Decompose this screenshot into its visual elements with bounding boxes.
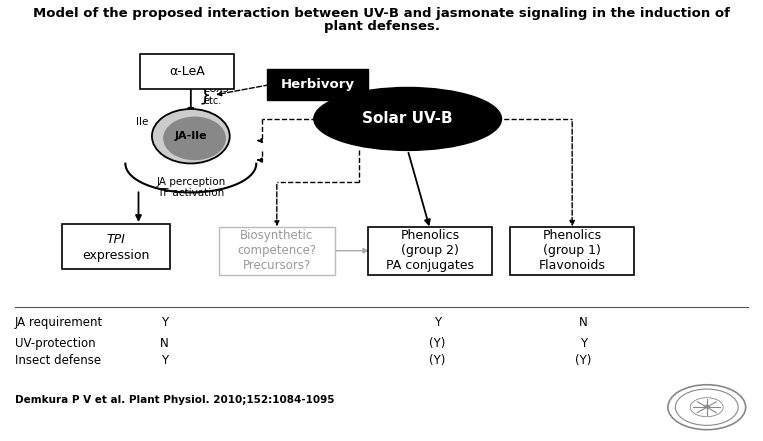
Text: N: N xyxy=(160,337,169,350)
Text: Ile: Ile xyxy=(136,117,148,127)
Text: Biosynthetic
competence?
Precursors?: Biosynthetic competence? Precursors? xyxy=(237,229,317,272)
FancyBboxPatch shape xyxy=(140,54,233,89)
Text: Y: Y xyxy=(161,355,168,367)
Text: Y: Y xyxy=(161,316,168,329)
Text: Herbivory: Herbivory xyxy=(281,78,355,91)
Text: (Y): (Y) xyxy=(575,355,591,367)
Text: }: } xyxy=(199,86,211,105)
FancyBboxPatch shape xyxy=(219,227,335,274)
Text: Phenolics
(group 1)
Flavonoids: Phenolics (group 1) Flavonoids xyxy=(539,229,606,272)
Text: Y: Y xyxy=(580,337,587,350)
FancyBboxPatch shape xyxy=(369,227,492,274)
Ellipse shape xyxy=(163,116,226,160)
Text: (Y): (Y) xyxy=(430,337,446,350)
Text: Solar UV-B: Solar UV-B xyxy=(362,112,453,127)
Text: JA requirement: JA requirement xyxy=(15,316,103,329)
Text: α-LeA: α-LeA xyxy=(169,65,205,78)
FancyBboxPatch shape xyxy=(510,227,634,274)
Text: Phenolics
(group 2)
PA conjugates: Phenolics (group 2) PA conjugates xyxy=(386,229,474,272)
Text: Insect defense: Insect defense xyxy=(15,355,101,367)
Ellipse shape xyxy=(314,88,501,150)
Text: (Y): (Y) xyxy=(430,355,446,367)
Text: Y: Y xyxy=(434,316,441,329)
FancyBboxPatch shape xyxy=(62,224,170,269)
Text: LOX3
etc.: LOX3 etc. xyxy=(204,84,228,106)
Ellipse shape xyxy=(152,109,230,164)
Text: plant defenses.: plant defenses. xyxy=(324,20,439,34)
Text: ✦: ✦ xyxy=(703,402,711,412)
Text: TPI: TPI xyxy=(107,233,125,247)
Text: N: N xyxy=(579,316,588,329)
Text: JA perception
TF activation: JA perception TF activation xyxy=(156,177,225,198)
FancyBboxPatch shape xyxy=(268,69,369,100)
Text: JA-Ile: JA-Ile xyxy=(175,131,207,141)
Text: expression: expression xyxy=(82,249,150,262)
Text: Demkura P V et al. Plant Physiol. 2010;152:1084-1095: Demkura P V et al. Plant Physiol. 2010;1… xyxy=(15,395,335,405)
Text: Model of the proposed interaction between UV-B and jasmonate signaling in the in: Model of the proposed interaction betwee… xyxy=(33,7,730,19)
Text: UV-protection: UV-protection xyxy=(15,337,95,350)
